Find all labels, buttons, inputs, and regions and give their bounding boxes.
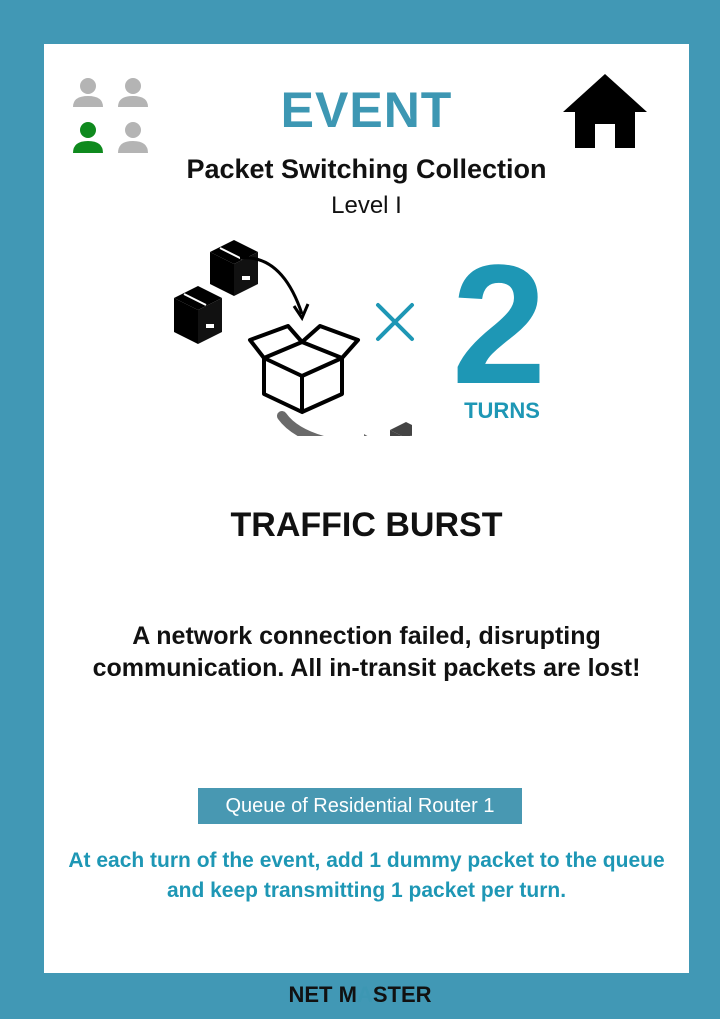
player-1-icon [73, 78, 103, 107]
dummy-packet-icon [390, 422, 412, 436]
event-name: TRAFFIC BURST [230, 506, 503, 544]
event-description: A network connection failed, disrupting … [92, 622, 641, 682]
event-card: EVENT Packet Switching Collection Level … [44, 44, 689, 973]
card-type-title: EVENT [280, 82, 453, 138]
brand-footer: NET MASTER [0, 978, 720, 1012]
stacked-packets-icon [174, 240, 258, 344]
player-indicator [71, 77, 151, 157]
home-icon[interactable] [561, 72, 649, 150]
incoming-arrow-icon [239, 256, 304, 315]
packet-burst-illustration [174, 240, 412, 436]
target-badge: Queue of Residential Router 1 [198, 788, 522, 824]
multiply-icon [376, 303, 414, 341]
player-4-icon [118, 122, 148, 153]
collection-name: Packet Switching Collection [186, 154, 547, 184]
brand-letter-a: A [356, 982, 373, 1007]
player-3-icon [73, 122, 103, 153]
event-instruction: At each turn of the event, add 1 dummy p… [68, 849, 665, 902]
level-label: Level I [331, 192, 402, 219]
outgoing-arrow-icon [277, 411, 325, 436]
player-2-icon [118, 78, 148, 107]
brand-part-1: NET M [288, 982, 357, 1007]
open-box-icon [248, 324, 360, 414]
turn-count-label: TURNS [464, 398, 540, 423]
turn-count: 2 [451, 230, 547, 420]
players-grid [73, 78, 148, 153]
brand-part-2: STER [372, 982, 432, 1007]
